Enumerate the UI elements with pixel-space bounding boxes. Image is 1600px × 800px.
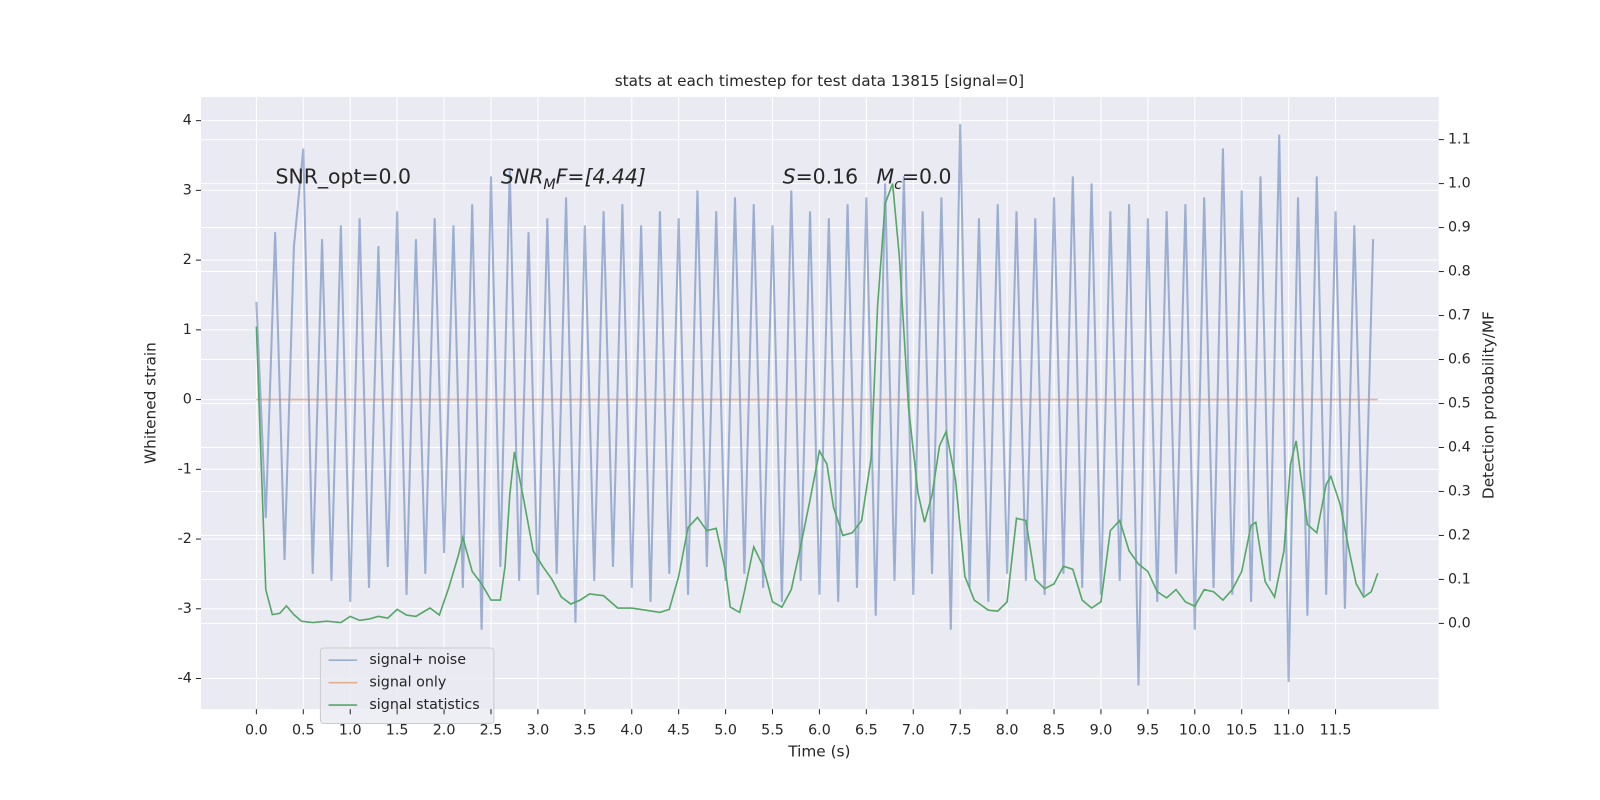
x-tick-label: 6.5 <box>855 723 878 739</box>
y2-tick-label: 0.6 <box>1448 352 1471 368</box>
y-tick-label: -3 <box>178 601 192 617</box>
annotation-symbol: S <box>783 165 796 189</box>
y-tick-label: -2 <box>178 531 192 547</box>
x-tick-label: 0.5 <box>292 723 315 739</box>
y2-tick-label: 0.5 <box>1448 396 1471 412</box>
x-tick-label: 4.5 <box>667 723 690 739</box>
annotation: SNR_opt=0.0 <box>276 165 412 190</box>
legend-box <box>319 647 495 724</box>
x-tick-label: 9.0 <box>1090 723 1113 739</box>
x-tick-label: 7.5 <box>949 723 972 739</box>
x-tick-label: 2.5 <box>480 723 503 739</box>
x-tick-label: 3.0 <box>527 723 550 739</box>
y2-tick-label: 0.8 <box>1448 264 1471 280</box>
series-line <box>255 183 1379 624</box>
y2-tick-label: 0.3 <box>1448 483 1471 499</box>
y2-tick-label: 1.0 <box>1448 176 1471 192</box>
y-tick-label: 2 <box>183 252 192 268</box>
x-tick-label: 1.0 <box>339 723 362 739</box>
y-tick-label: 4 <box>183 113 192 129</box>
chart-title: stats at each timestep for test data 138… <box>615 72 1024 90</box>
y-axis-label: Whitened strain <box>142 342 160 464</box>
y-tick-label: -4 <box>178 671 192 687</box>
y2-axis-label: Detection probability/MF <box>1479 311 1497 499</box>
x-tick-label: 8.0 <box>996 723 1019 739</box>
legend-label: signal+ noise <box>369 652 466 668</box>
x-tick-label: 7.0 <box>902 723 925 739</box>
annotation-rest: =0.16 <box>796 165 859 189</box>
y-tick-label: 1 <box>183 322 192 338</box>
marks <box>255 124 1379 686</box>
annotation-subscript: c <box>894 177 902 193</box>
y-tick-label: -1 <box>178 461 192 477</box>
annotation: Mc=0.0 <box>877 165 952 193</box>
x-tick-label: 9.5 <box>1137 723 1160 739</box>
x-tick-label: 1.5 <box>386 723 409 739</box>
annotation-rest: =0.0 <box>902 165 952 189</box>
annotation-symbol: SNR <box>501 165 543 189</box>
x-tick-label: 3.5 <box>573 723 596 739</box>
y2-tick-label: 0.7 <box>1448 308 1471 324</box>
x-tick-label: 4.0 <box>620 723 643 739</box>
y2-tick-label: 0.4 <box>1448 439 1471 455</box>
x-tick-label: 0.0 <box>245 723 268 739</box>
annotation: SNRMF=[4.44] <box>501 165 646 193</box>
x-tick-label: 10.0 <box>1179 723 1211 739</box>
legend-label: signal statistics <box>369 697 479 713</box>
annotation: S=0.16 <box>783 165 858 189</box>
x-tick-label: 11.0 <box>1273 723 1305 739</box>
y2-tick-label: 1.1 <box>1448 132 1471 148</box>
x-tick-label: 5.5 <box>761 723 784 739</box>
x-axis-label: Time (s) <box>787 743 850 761</box>
x-tick-label: 11.5 <box>1320 723 1352 739</box>
x-tick-label: 10.5 <box>1226 723 1258 739</box>
y2-tick-label: 0.2 <box>1448 527 1471 543</box>
annotation-rest: F=[4.44] <box>556 165 646 189</box>
x-tick-label: 6.0 <box>808 723 831 739</box>
series-line <box>255 124 1375 686</box>
annotation-subscript: M <box>543 177 555 193</box>
x-tick-label: 2.0 <box>433 723 456 739</box>
y2-tick-label: 0.9 <box>1448 220 1471 236</box>
annotation-symbol: M <box>877 165 895 189</box>
y-tick-label: 3 <box>183 182 192 198</box>
legend-label: signal only <box>369 675 446 691</box>
y2-tick-label: 0.0 <box>1448 615 1471 631</box>
x-tick-label: 8.5 <box>1043 723 1066 739</box>
y-tick-label: 0 <box>183 392 192 408</box>
x-tick-label: 5.0 <box>714 723 737 739</box>
legend: signal+ noise signal only signal statistic… <box>319 647 495 724</box>
y2-tick-label: 0.1 <box>1448 571 1471 587</box>
